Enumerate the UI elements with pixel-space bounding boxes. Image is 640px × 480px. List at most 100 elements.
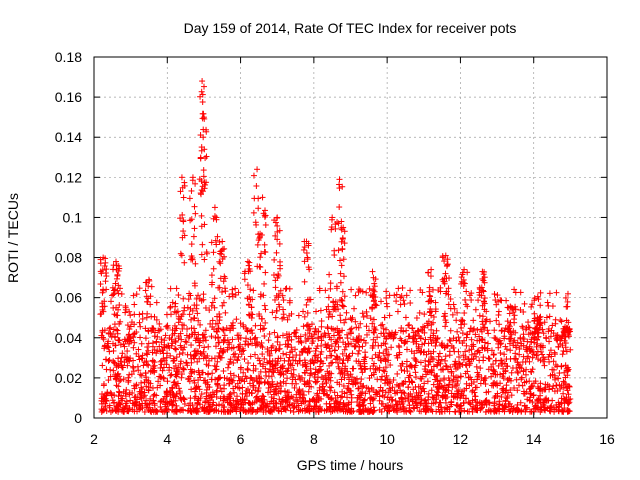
data-point bbox=[187, 256, 194, 263]
data-point bbox=[369, 355, 376, 362]
data-point bbox=[555, 375, 562, 382]
data-point bbox=[497, 349, 504, 356]
data-point bbox=[153, 339, 160, 346]
data-point bbox=[442, 399, 449, 406]
data-point bbox=[386, 385, 393, 392]
data-point bbox=[430, 314, 437, 321]
data-point bbox=[273, 249, 280, 256]
data-point bbox=[455, 348, 462, 355]
data-point bbox=[261, 302, 268, 309]
data-point bbox=[180, 228, 187, 235]
data-point bbox=[216, 339, 223, 346]
data-point bbox=[387, 362, 394, 369]
data-point bbox=[318, 317, 325, 324]
data-point bbox=[301, 313, 308, 320]
data-point bbox=[514, 368, 521, 375]
data-point bbox=[324, 325, 331, 332]
data-point bbox=[173, 402, 180, 409]
data-point bbox=[331, 347, 338, 354]
data-point bbox=[102, 356, 109, 363]
data-point bbox=[144, 310, 151, 317]
data-point bbox=[406, 321, 413, 328]
data-point bbox=[246, 380, 253, 387]
data-point bbox=[463, 342, 470, 349]
data-point bbox=[257, 360, 264, 367]
data-point bbox=[442, 362, 449, 369]
data-point bbox=[401, 300, 408, 307]
data-point bbox=[300, 246, 307, 253]
data-point bbox=[141, 408, 148, 415]
data-point bbox=[366, 285, 373, 292]
data-point bbox=[432, 342, 439, 349]
data-point bbox=[344, 335, 351, 342]
data-point bbox=[286, 285, 293, 292]
data-point bbox=[272, 284, 279, 291]
data-point bbox=[188, 342, 195, 349]
data-point bbox=[462, 296, 469, 303]
data-point bbox=[528, 368, 535, 375]
data-point bbox=[528, 303, 535, 310]
data-point bbox=[172, 339, 179, 346]
data-point bbox=[259, 315, 266, 322]
data-point bbox=[531, 318, 538, 325]
data-point bbox=[359, 343, 366, 350]
data-point bbox=[327, 280, 334, 287]
data-point bbox=[394, 308, 401, 315]
data-point bbox=[503, 346, 510, 353]
data-point bbox=[251, 195, 258, 202]
data-point bbox=[261, 325, 268, 332]
data-point bbox=[203, 386, 210, 393]
data-point bbox=[163, 323, 170, 330]
data-point bbox=[509, 364, 516, 371]
data-point bbox=[288, 344, 295, 351]
data-point bbox=[328, 394, 335, 401]
data-point bbox=[177, 330, 184, 337]
data-point bbox=[266, 352, 273, 359]
data-point bbox=[441, 375, 448, 382]
data-point bbox=[215, 334, 222, 341]
data-point bbox=[477, 365, 484, 372]
data-point bbox=[216, 314, 223, 321]
data-point bbox=[339, 360, 346, 367]
data-point bbox=[322, 287, 329, 294]
data-point bbox=[136, 285, 143, 292]
data-point bbox=[137, 371, 144, 378]
data-point bbox=[184, 351, 191, 358]
data-point bbox=[157, 382, 164, 389]
data-point bbox=[370, 336, 377, 343]
data-point bbox=[335, 247, 342, 254]
data-point bbox=[383, 288, 390, 295]
peak-point bbox=[199, 78, 206, 85]
data-point bbox=[273, 307, 280, 314]
data-point bbox=[348, 286, 355, 293]
data-point bbox=[118, 290, 125, 297]
data-point bbox=[295, 312, 302, 319]
x-tick-label: 16 bbox=[599, 431, 615, 447]
data-point bbox=[244, 366, 251, 373]
data-point bbox=[506, 340, 513, 347]
data-point bbox=[145, 340, 152, 347]
data-point bbox=[550, 330, 557, 337]
data-point bbox=[270, 272, 277, 279]
data-point bbox=[337, 312, 344, 319]
data-point bbox=[128, 371, 135, 378]
data-point bbox=[117, 341, 124, 348]
data-point bbox=[325, 294, 332, 301]
data-point bbox=[144, 351, 151, 358]
data-point bbox=[378, 298, 385, 305]
data-point bbox=[138, 340, 145, 347]
data-point bbox=[549, 303, 556, 310]
data-point bbox=[352, 292, 359, 299]
peak-point bbox=[336, 176, 343, 183]
data-point bbox=[280, 306, 287, 313]
data-point bbox=[245, 262, 252, 269]
data-point bbox=[365, 327, 372, 334]
data-point bbox=[122, 393, 129, 400]
data-point bbox=[525, 319, 532, 326]
data-point bbox=[348, 325, 355, 332]
data-point bbox=[328, 360, 335, 367]
data-point bbox=[498, 393, 505, 400]
data-point bbox=[214, 387, 221, 394]
data-point bbox=[109, 266, 116, 273]
data-point bbox=[457, 373, 464, 380]
